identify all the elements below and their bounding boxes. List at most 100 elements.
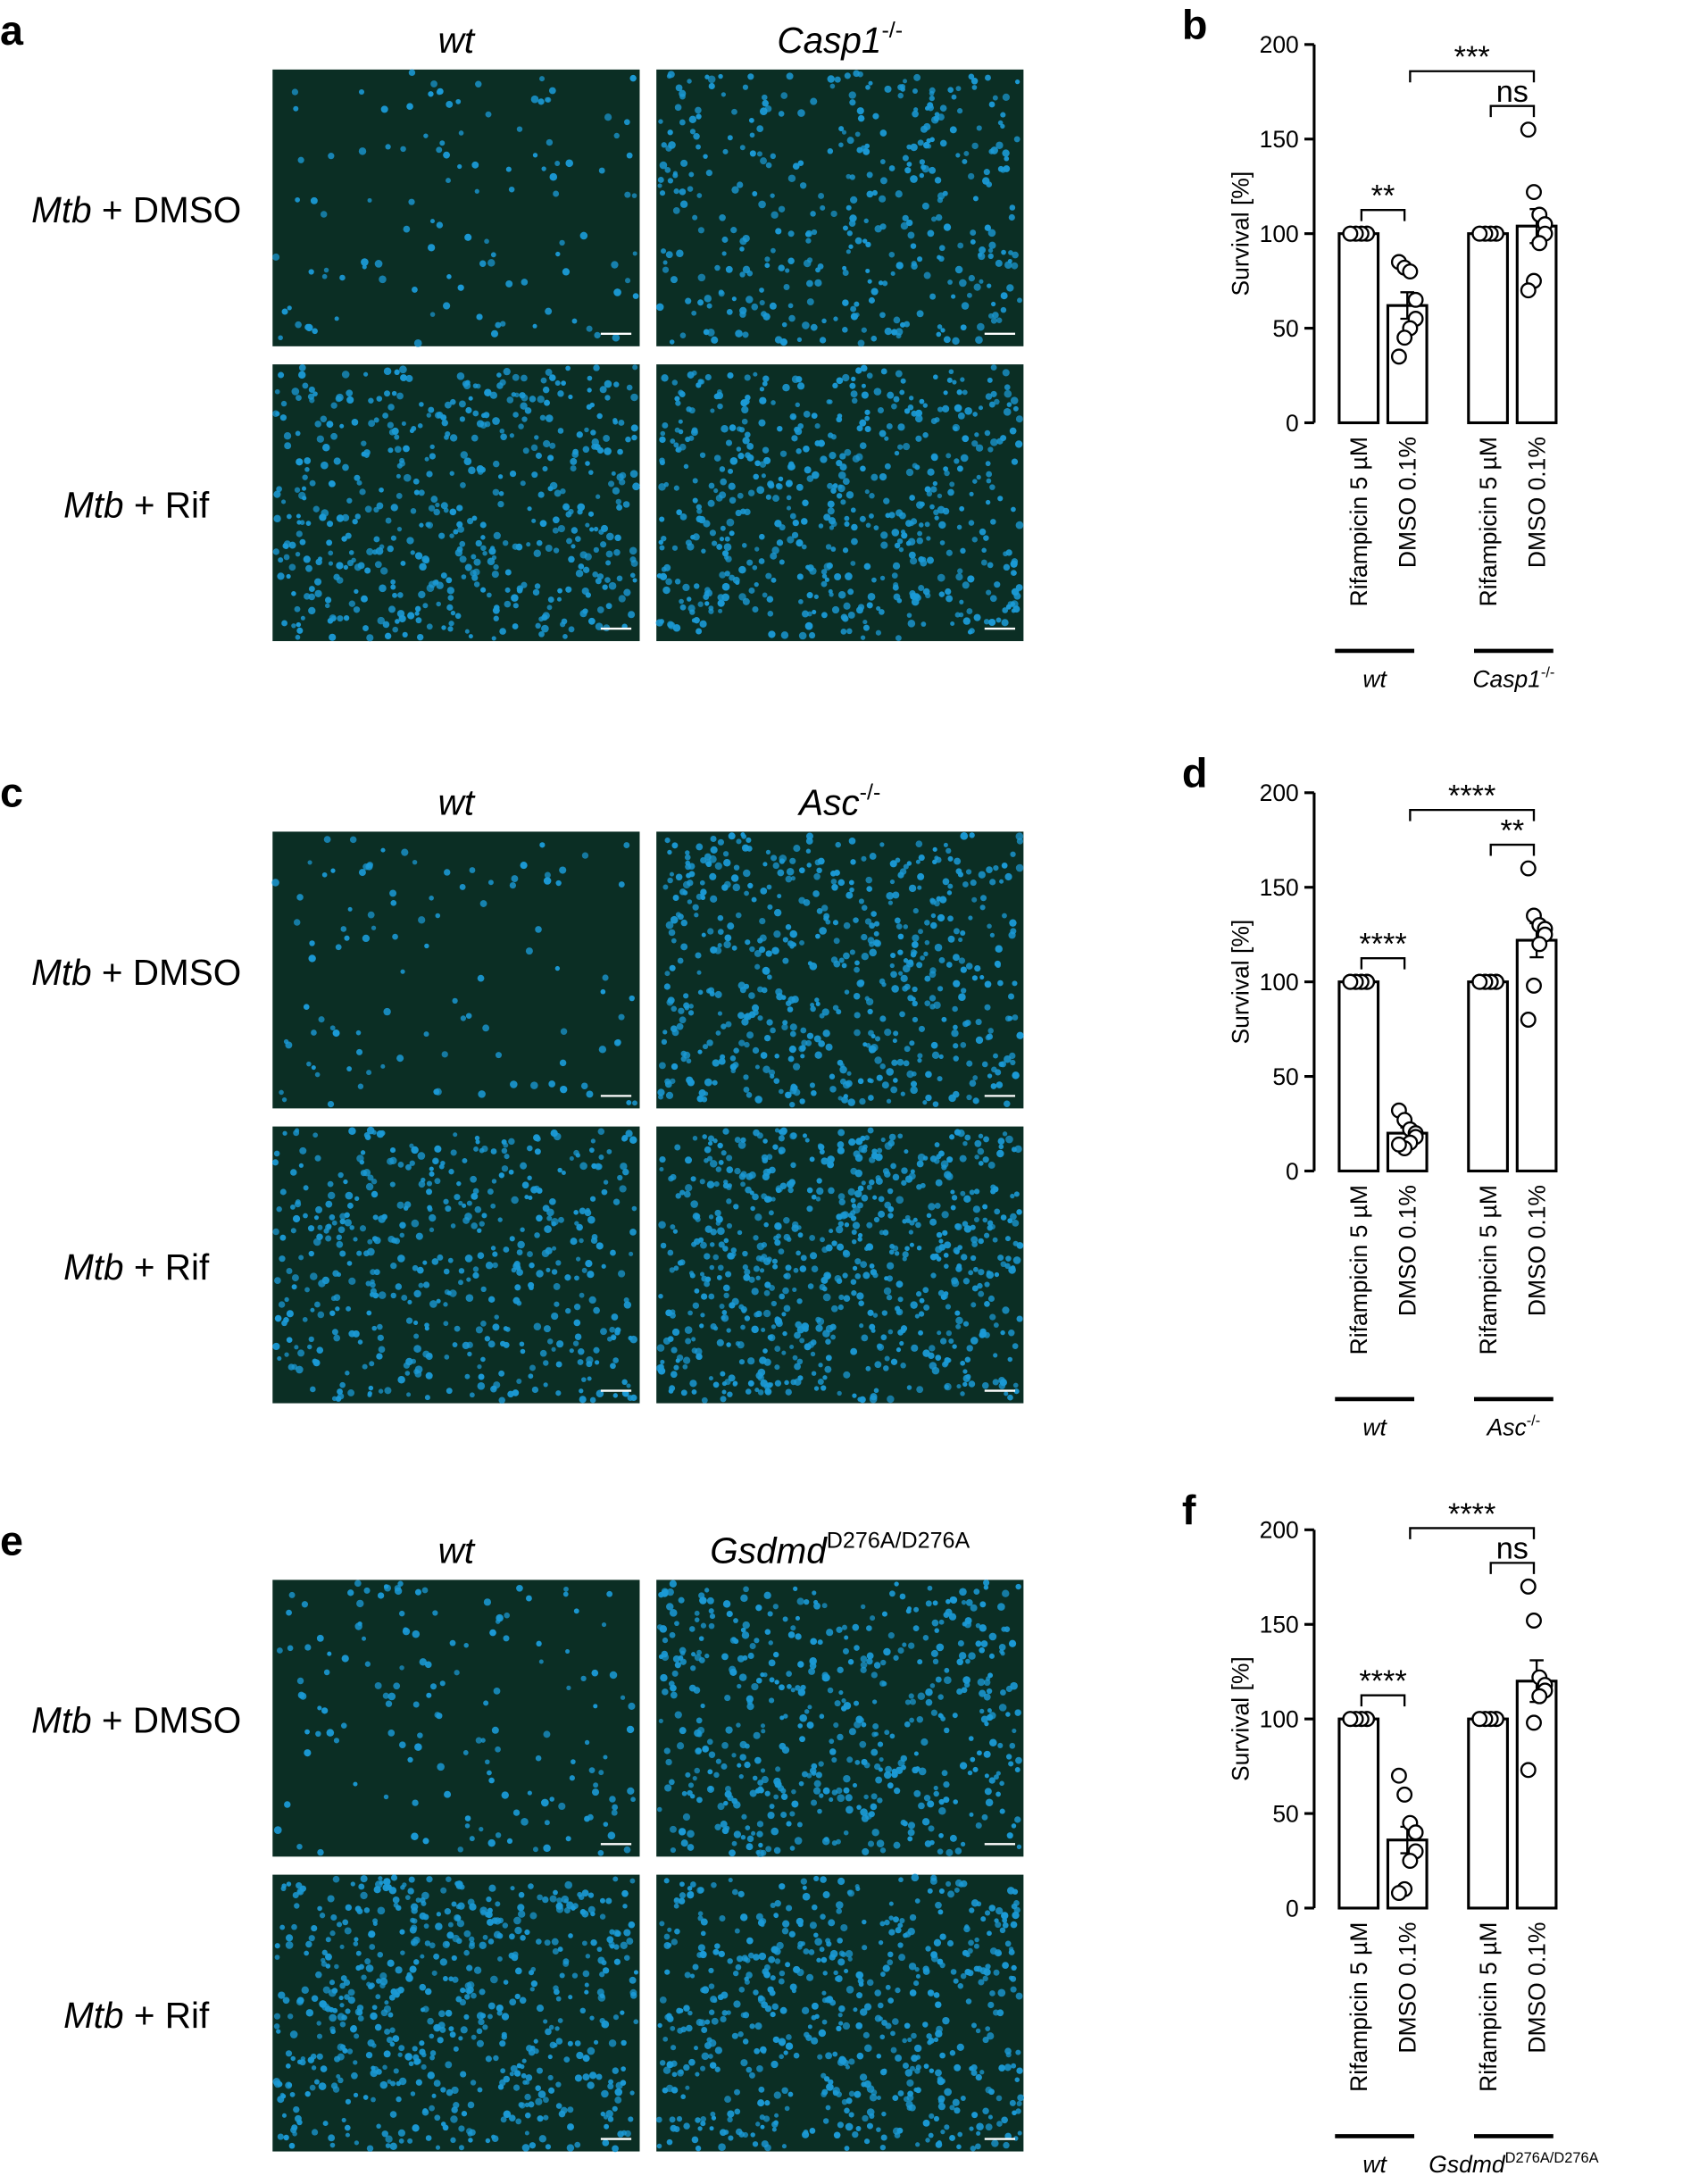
nucleus [490,1203,496,1209]
nucleus [679,200,688,208]
nucleus [356,1908,363,1915]
nucleus [918,854,925,862]
nucleus [714,990,722,998]
nucleus [912,907,919,914]
nucleus [881,1611,887,1617]
nucleus [746,1172,754,1180]
nucleus [699,620,707,628]
nucleus [769,1804,775,1809]
nucleus [728,2135,734,2141]
nucleus [478,1373,485,1380]
nucleus [313,2079,320,2085]
nucleus [925,1071,932,1079]
nucleus [552,1246,557,1251]
nucleus [696,515,704,523]
nucleus [900,1327,906,1334]
nucleus [984,1788,992,1796]
nucleus [852,1393,857,1398]
nucleus [554,161,561,166]
nucleus [692,478,698,484]
nucleus [560,1085,568,1094]
nucleus [781,1312,787,1317]
nucleus [358,88,365,96]
nucleus [359,1225,367,1232]
nucleus [792,1287,797,1293]
nucleus [797,1661,804,1668]
nucleus [729,424,737,431]
nucleus [676,1354,684,1362]
nucleus [762,1309,771,1318]
nucleus [859,1097,866,1105]
nucleus [1009,919,1017,927]
nucleus [304,1749,312,1757]
nucleus [778,264,785,271]
nucleus [818,1761,824,1767]
nucleus [1012,405,1019,412]
nucleus [471,515,478,521]
row-label: Mtb + DMSO [31,189,241,230]
nucleus [446,1931,454,1939]
nucleus [379,487,384,493]
nucleus [860,635,866,640]
nucleus [859,1740,867,1748]
nucleus [934,900,940,907]
nucleus [368,397,374,404]
nucleus [806,863,812,868]
nucleus [460,481,466,488]
nucleus [908,1693,914,1699]
nucleus [606,1336,612,1342]
nucleus [706,329,715,337]
nucleus [764,263,771,269]
nucleus [948,1094,956,1103]
nucleus [779,854,787,863]
nucleus [746,443,754,450]
nucleus [953,928,960,935]
nucleus [387,1692,396,1701]
nucleus [819,1013,825,1019]
nucleus [467,1351,472,1357]
nucleus [588,470,594,475]
nucleus [1002,607,1009,613]
nucleus [464,629,470,634]
nucleus [879,1847,887,1854]
nucleus [561,618,568,625]
nucleus [329,1310,336,1316]
nucleus [782,1330,787,1337]
nucleus [759,396,767,404]
nucleus [859,2008,868,2016]
nucleus [389,2111,397,2118]
nucleus [611,1809,618,1816]
nucleus [381,2130,388,2138]
nucleus [493,460,500,468]
nucleus [549,1895,557,1903]
nucleus [296,621,302,628]
nucleus [692,1776,697,1781]
nucleus [574,2141,581,2148]
nucleus [988,1632,997,1641]
nucleus [787,174,796,183]
nucleus [927,229,935,238]
nucleus [345,532,352,539]
nucleus [487,1340,496,1348]
nucleus [962,1676,970,1684]
column-header: Asc-/- [797,780,880,823]
nucleus [620,2080,627,2086]
nucleus [984,1004,991,1011]
nucleus [916,310,924,318]
nucleus [386,2037,394,2044]
nucleus [915,435,922,442]
nucleus [362,625,369,631]
nucleus [441,625,446,630]
nucleus [599,386,607,394]
nucleus [976,2130,981,2136]
nucleus [943,1612,950,1619]
nucleus [352,518,358,525]
nucleus [494,1314,499,1320]
nucleus [748,117,754,123]
nucleus [704,1225,712,1233]
nucleus [389,2027,396,2033]
nucleus [379,1977,388,1986]
nucleus [799,182,807,189]
nucleus [854,1700,860,1706]
nucleus [755,1275,761,1280]
